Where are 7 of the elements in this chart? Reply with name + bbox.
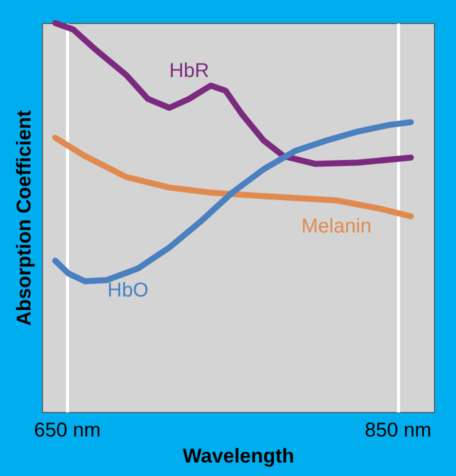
series-label: HbR — [169, 60, 210, 82]
x-tick-label: 850 nm — [364, 420, 432, 442]
series-label: Melanin — [301, 215, 372, 238]
x-tick-label: 650 nm — [34, 420, 101, 442]
series-label: HbO — [107, 279, 148, 302]
y-axis-title: Absorption Coefficient — [14, 110, 36, 326]
x-axis-title: Wavelength — [182, 446, 294, 468]
